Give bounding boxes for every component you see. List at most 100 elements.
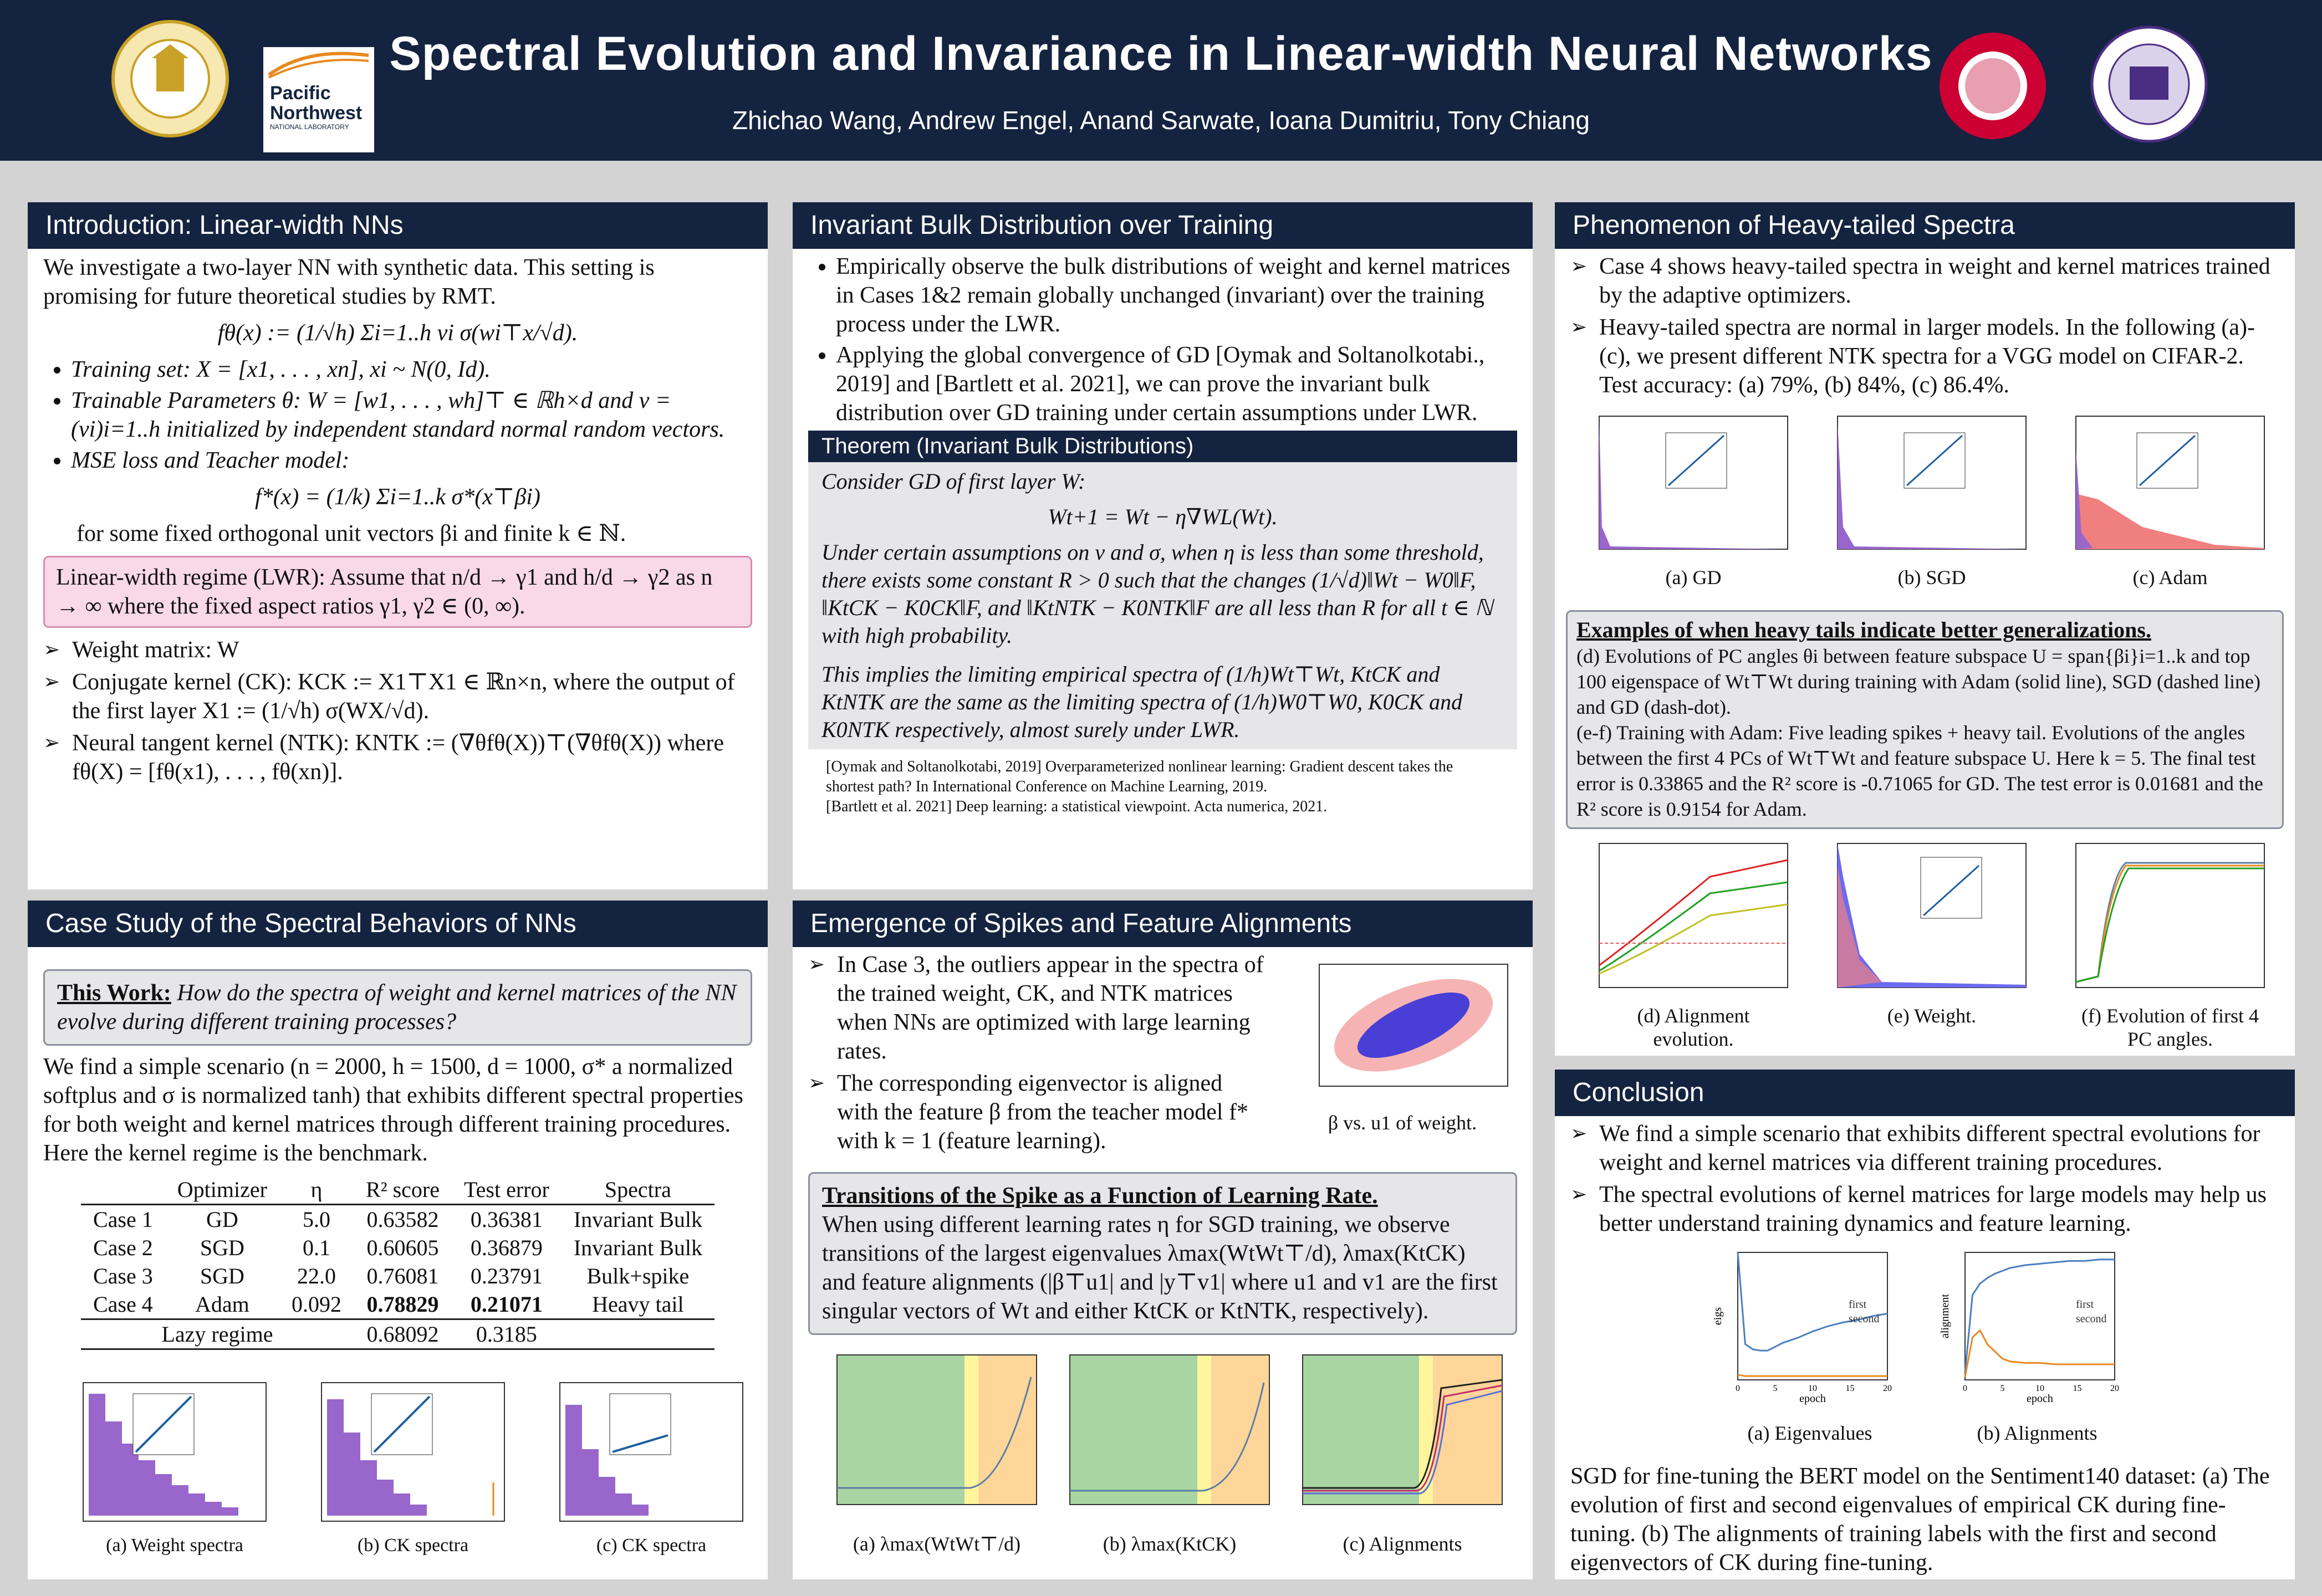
ntk-spectra-figures: (a) GD (b) SGD (c) Adam	[1566, 405, 2284, 605]
heavy-heading: Phenomenon of Heavy-tailed Spectra	[1555, 202, 2295, 249]
heavy-examples-d: (d) Evolutions of PC angles θi between f…	[1576, 645, 2260, 718]
heavy-cap-e: (e) Weight.	[1887, 1005, 1977, 1027]
x-tick-label: 0	[1736, 1384, 1740, 1393]
spikes-arrow-2: The corresponding eigenvector is aligned…	[808, 1069, 1268, 1155]
series-line-second	[1964, 1329, 2115, 1378]
case-p1: We find a simple scenario (n = 2000, h =…	[43, 1054, 743, 1166]
transition-charts	[836, 1354, 1503, 1505]
heavy-arrow-1: Case 4 shows heavy-tailed spectra in wei…	[1570, 252, 2279, 310]
trans-cap-b: (b) λmax(KtCK)	[1103, 1533, 1237, 1555]
bert-cap-a: (a) Eigenvalues	[1747, 1422, 1872, 1444]
heavy-cap-f: (f) Evolution of first 4 PC angles.	[2081, 1005, 2259, 1050]
intro-heading: Introduction: Linear-width NNs	[28, 202, 768, 249]
x-tick-label: 5	[1773, 1384, 1778, 1393]
ucsd-seal-logo	[111, 20, 229, 137]
legend-first: first	[1849, 1298, 1867, 1311]
ntk-spectra-charts	[1599, 416, 2265, 550]
ref-oymak: [Oymak and Soltanolkotabi, 2019] Overpar…	[826, 758, 1453, 795]
conclusion-section: Conclusion We find a simple scenario tha…	[1555, 1070, 2295, 1579]
pnnl-line1: Pacific	[270, 83, 331, 104]
y-axis-label: alignment	[1939, 1294, 1951, 1338]
legend-second: second	[2076, 1313, 2107, 1325]
x-tick-label: 10	[1808, 1384, 1817, 1393]
lwr-box: Linear-width regime (LWR): Assume that n…	[43, 556, 752, 628]
poster-title: Spectral Evolution and Invariance in Lin…	[389, 27, 1933, 80]
heavy-cap-a: (a) GD	[1665, 566, 1722, 589]
transition-box: Transitions of the Spike as a Function o…	[808, 1172, 1517, 1335]
intro-bullet-mse: MSE loss and Teacher model:	[71, 446, 752, 475]
heavy-cap-d: (d) Alignment evolution.	[1637, 1005, 1750, 1050]
x-tick-label: 15	[2073, 1384, 2082, 1393]
pnnl-line2: Northwest	[270, 103, 363, 124]
scatter-figure: β vs. u1 of weight.	[1286, 959, 1519, 1134]
theorem-eq: Wt+1 = Wt − η∇WL(Wt).	[1048, 504, 1278, 529]
rutgers-seal-logo	[1940, 33, 2046, 139]
case-figures: (a) Weight spectra (b) CK spectra (c) CK…	[44, 1377, 754, 1571]
heavy-arrow-2: Heavy-tailed spectra are normal in large…	[1570, 313, 2279, 400]
table-row: Case 3 SGD 22.0 0.76081 0.23791 Bulk+spike	[93, 1264, 690, 1288]
series-line-second	[1737, 1374, 1887, 1377]
spikes-heading: Emergence of Spikes and Feature Alignmen…	[793, 901, 1533, 947]
legend-first: first	[2076, 1298, 2094, 1311]
conclusion-arrow-1: We find a simple scenario that exhibits …	[1570, 1119, 2279, 1177]
transition-title: Transitions of the Spike as a Function o…	[822, 1183, 1378, 1209]
intro-bullet-training: Training set: X = [x1, . . . , xn], xi ~…	[71, 355, 752, 384]
case-fig-cap-c: (c) CK spectra	[596, 1535, 707, 1556]
case-heading: Case Study of the Spectral Behaviors of …	[28, 901, 768, 947]
trans-cap-a: (a) λmax(WtWt⊤/d)	[853, 1533, 1021, 1555]
heavy-examples-ef: (e-f) Training with Adam: Five leading s…	[1576, 722, 2263, 820]
x-tick-label: 10	[2035, 1384, 2044, 1393]
intro-arrow-ntk: Neural tangent kernel (NTK): KNTK := (∇θ…	[43, 729, 752, 786]
heavy-cap-b: (b) SGD	[1897, 566, 1966, 589]
case-study-section: Case Study of the Spectral Behaviors of …	[28, 901, 768, 1579]
x-tick-label: 5	[2001, 1384, 2005, 1393]
bert-charts: first second epoch eigs 0 5 10 15 20 first second e…	[1712, 1252, 2119, 1405]
legend-second: second	[1849, 1313, 1880, 1325]
theorem-line1: Consider GD of first layer W:	[821, 469, 1086, 494]
heavy-examples-box: Examples of when heavy tails indicate be…	[1566, 610, 2284, 829]
x-tick-label: 20	[1883, 1384, 1892, 1393]
this-work-box: This Work: How do the spectra of weight …	[43, 969, 752, 1046]
intro-p1: We investigate a two-layer NN with synth…	[43, 255, 655, 309]
x-tick-label: 0	[1963, 1384, 1967, 1393]
heavy-cap-c: (c) Adam	[2132, 566, 2208, 589]
chart-frame	[1964, 1252, 2115, 1380]
conclusion-heading: Conclusion	[1555, 1070, 2295, 1116]
bert-figures: first second epoch eigs 0 5 10 15 20 first second e…	[1555, 1241, 2295, 1457]
ref-bartlett: [Bartlett et al. 2021] Deep learning: a …	[826, 798, 1328, 815]
intro-eq2: f*(x) = (1/k) Σi=1..k σ*(x⊤βi)	[255, 484, 540, 510]
intro-p2: for some fixed orthogonal unit vectors β…	[76, 521, 626, 546]
y-axis-label: eigs	[1712, 1307, 1724, 1325]
invariant-heading: Invariant Bulk Distribution over Trainin…	[793, 202, 1533, 249]
intro-section: Introduction: Linear-width NNs We invest…	[28, 202, 768, 889]
table-row: Case 2 SGD 0.1 0.60605 0.36879 Invariant Bulk	[93, 1235, 702, 1260]
case-fig-cap-a: (a) Weight spectra	[106, 1535, 243, 1556]
transition-figures: (a) λmax(WtWt⊤/d) (b) λmax(KtCK) (c) Ali…	[809, 1349, 1519, 1571]
x-tick-label: 20	[2110, 1384, 2119, 1393]
poster-authors: Zhichao Wang, Andrew Engel, Anand Sarwat…	[732, 106, 1590, 135]
intro-arrow-ck: Conjugate kernel (CK): KCK := X1⊤X1 ∈ ℝn…	[43, 668, 752, 725]
chart-frame	[1737, 1252, 1888, 1380]
scatter-caption: β vs. u1 of weight.	[1328, 1112, 1477, 1134]
heavy-examples-figures: (d) Alignment evolution. (e) Weight. (f)…	[1566, 838, 2284, 1082]
conclusion-arrow-2: The spectral evolutions of kernel matric…	[1570, 1180, 2279, 1238]
spikes-section: Emergence of Spikes and Feature Alignmen…	[793, 901, 1533, 1579]
angle-charts	[1599, 843, 2265, 988]
conclusion-p: SGD for fine-tuning the BERT model on th…	[1570, 1464, 2270, 1575]
series-line-first	[1964, 1259, 2115, 1373]
series-line-first	[1737, 1252, 1888, 1352]
pnnl-line3: NATIONAL LABORATORY	[270, 123, 349, 131]
uw-seal-logo	[2090, 25, 2208, 143]
invariant-section: Invariant Bulk Distribution over Trainin…	[793, 202, 1533, 889]
theorem-line3: This implies the limiting empirical spec…	[821, 662, 1463, 742]
table-row-lazy: Lazy regime 0.68092 0.3185	[81, 1318, 715, 1350]
intro-bullet-params: Trainable Parameters θ: W = [w1, . . . ,…	[71, 386, 752, 444]
pnnl-logo: Pacific Northwest NATIONAL LABORATORY	[263, 47, 374, 152]
theorem-title: Theorem (Invariant Bulk Distributions)	[808, 431, 1517, 462]
x-tick-label: 15	[1846, 1384, 1855, 1393]
invariant-bullet-2: Applying the global convergence of GD [O…	[836, 341, 1517, 427]
trans-cap-c: (c) Alignments	[1343, 1533, 1462, 1555]
x-axis-label: epoch	[2027, 1393, 2053, 1405]
poster-header: Pacific Northwest NATIONAL LABORATORY Sp…	[0, 0, 2322, 161]
invariant-bullet-1: Empirically observe the bulk distributio…	[836, 252, 1517, 339]
